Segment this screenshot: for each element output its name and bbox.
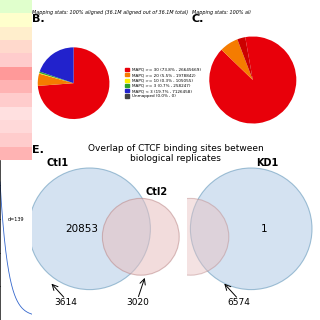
Wedge shape — [209, 36, 296, 124]
Bar — [0, 40, 32, 53]
Text: Mapping stats: 100% ali: Mapping stats: 100% ali — [192, 10, 251, 15]
Wedge shape — [38, 47, 109, 119]
Text: Ctl2: Ctl2 — [146, 187, 168, 197]
Wedge shape — [38, 74, 74, 86]
Text: 3020: 3020 — [126, 298, 149, 307]
Legend: MAPQ >= 30 (73.8% , 26645669), MAPQ >= 20 (5.5% , 1978842), MAPQ >= 10 (0.3% , 1: MAPQ >= 30 (73.8% , 26645669), MAPQ >= 2… — [125, 68, 201, 99]
Text: E.: E. — [32, 145, 44, 156]
Text: Ctl1: Ctl1 — [46, 158, 69, 168]
Text: B.: B. — [32, 14, 44, 24]
Text: d=139: d=139 — [8, 217, 25, 222]
Wedge shape — [221, 39, 253, 80]
Wedge shape — [39, 71, 74, 83]
Wedge shape — [237, 37, 253, 80]
Bar — [0, 0, 32, 13]
Text: KD1: KD1 — [256, 158, 278, 168]
Circle shape — [102, 198, 179, 275]
Bar — [0, 107, 32, 120]
Bar — [0, 13, 32, 27]
Circle shape — [190, 168, 312, 290]
Text: 3614: 3614 — [54, 298, 77, 307]
Text: 20853: 20853 — [65, 224, 98, 234]
Wedge shape — [39, 73, 74, 83]
Circle shape — [152, 198, 229, 275]
Bar — [0, 67, 32, 80]
Bar — [0, 147, 32, 160]
Bar — [0, 133, 32, 147]
Text: C.: C. — [192, 14, 204, 24]
Bar — [0, 27, 32, 40]
Text: 6574: 6574 — [227, 298, 250, 307]
Text: Overlap of CTCF binding sites between
biological replicates: Overlap of CTCF binding sites between bi… — [88, 144, 264, 163]
Bar — [0, 80, 32, 93]
Wedge shape — [40, 47, 74, 83]
Bar — [0, 53, 32, 67]
Circle shape — [29, 168, 150, 290]
Bar — [0, 93, 32, 107]
Text: 1: 1 — [261, 224, 267, 234]
Text: Mapping stats: 100% aligned (36.1M aligned out of 36.1M total): Mapping stats: 100% aligned (36.1M align… — [32, 10, 188, 15]
Bar — [0, 120, 32, 133]
